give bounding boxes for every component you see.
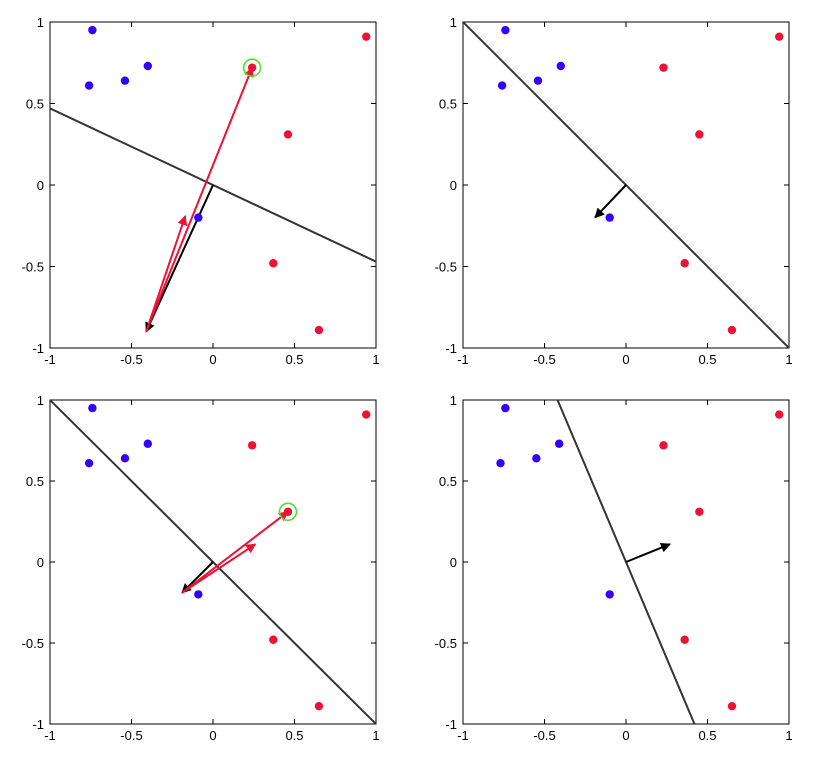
y-tick-label: -1: [32, 341, 44, 356]
y-tick-label: 0: [37, 178, 44, 193]
data-point: [362, 410, 371, 419]
x-tick-label: -0.5: [120, 352, 142, 367]
data-point: [269, 259, 278, 268]
y-tick-label: 0: [37, 555, 44, 570]
highlight-ring: [278, 502, 298, 522]
data-point: [247, 63, 257, 72]
panel-top-right: -1 -0.5 0 0.5 1 -1 -0.5 0 0.5 1: [435, 15, 793, 367]
panel-bottom-right: -1 -0.5 0 0.5 1 -1 -0.5 0 0.5 1: [435, 393, 793, 743]
data-point: [194, 590, 203, 599]
data-point: [532, 454, 541, 463]
data-point: [496, 458, 505, 468]
x-tick-label: -1: [457, 352, 469, 367]
data-point: [362, 32, 371, 41]
data-point: [533, 76, 543, 85]
y-tick-label: 0.5: [26, 97, 44, 112]
y-tick-label: 0.5: [439, 97, 457, 112]
x-tick-label: 1: [785, 352, 792, 367]
y-tick-label: -0.5: [22, 636, 44, 651]
data-point: [727, 701, 737, 711]
data-point: [775, 410, 784, 419]
update-vector-arrow: [181, 510, 289, 594]
x-tick-label: 1: [372, 352, 379, 367]
data-point: [314, 701, 324, 711]
y-tick-label: -1: [32, 717, 44, 732]
weight-vector-arrow: [145, 184, 214, 333]
weight-vector-arrow: [625, 542, 671, 563]
weight-vector-arrow: [594, 184, 627, 219]
highlight-ring: [242, 58, 262, 77]
y-tick-label: -1: [445, 341, 457, 356]
x-tick-label: 0: [209, 728, 216, 743]
data-point: [143, 439, 152, 448]
data-point: [659, 441, 668, 450]
x-tick-label: -0.5: [120, 728, 142, 743]
update-vector-arrow: [145, 66, 254, 333]
data-point: [775, 32, 784, 41]
y-tick-label: 0: [450, 555, 457, 570]
data-point: [554, 439, 564, 448]
data-point: [659, 63, 668, 72]
y-tick-label: 0: [450, 178, 457, 193]
data-point: [143, 61, 152, 71]
y-tick-label: 1: [450, 15, 457, 30]
x-tick-label: -0.5: [533, 352, 555, 367]
y-tick-label: -1: [445, 717, 457, 732]
data-point: [695, 130, 704, 139]
y-tick-label: 0.5: [439, 474, 457, 489]
x-tick-label: 1: [785, 728, 792, 743]
data-point: [497, 81, 507, 90]
x-tick-label: 0.5: [285, 728, 303, 743]
x-tick-label: 0.5: [285, 352, 303, 367]
x-tick-label: -0.5: [533, 728, 555, 743]
data-point: [680, 259, 689, 268]
data-point: [695, 507, 704, 516]
data-point: [120, 76, 130, 85]
panel-top-left: -1 -0.5 0 0.5 1 -1 -0.5 0 0.5 1: [22, 15, 380, 367]
data-point: [247, 441, 257, 450]
x-tick-label: 0.5: [698, 728, 716, 743]
data-point: [605, 590, 614, 599]
y-tick-label: 1: [450, 393, 457, 408]
data-point: [88, 25, 97, 35]
data-point: [84, 81, 94, 90]
y-tick-label: -0.5: [435, 260, 457, 275]
data-point: [501, 25, 510, 35]
data-point: [283, 130, 293, 139]
data-point: [194, 213, 203, 222]
x-tick-label: 1: [372, 728, 379, 743]
data-point: [680, 635, 689, 644]
x-tick-label: -1: [457, 728, 469, 743]
y-tick-label: -0.5: [435, 636, 457, 651]
data-point: [283, 507, 293, 516]
x-tick-label: -1: [44, 728, 56, 743]
data-point: [727, 325, 737, 335]
x-tick-label: 0.5: [698, 352, 716, 367]
y-tick-label: 1: [37, 15, 44, 30]
data-point: [269, 635, 278, 644]
data-point: [556, 61, 565, 71]
x-tick-label: 0: [209, 352, 216, 367]
data-point: [84, 458, 94, 468]
y-tick-label: 1: [37, 393, 44, 408]
x-tick-label: 0: [622, 728, 629, 743]
data-point: [314, 325, 324, 335]
update-vector-arrow: [145, 215, 188, 333]
panel-bottom-left: -1 -0.5 0 0.5 1 -1 -0.5 0 0.5 1: [22, 393, 380, 743]
y-tick-label: 0.5: [26, 474, 44, 489]
x-tick-label: 0: [622, 352, 629, 367]
data-point: [88, 403, 97, 413]
x-tick-label: -1: [44, 352, 56, 367]
data-point: [605, 213, 614, 222]
y-tick-label: -0.5: [22, 260, 44, 275]
data-point: [501, 403, 510, 413]
data-point: [120, 454, 130, 463]
